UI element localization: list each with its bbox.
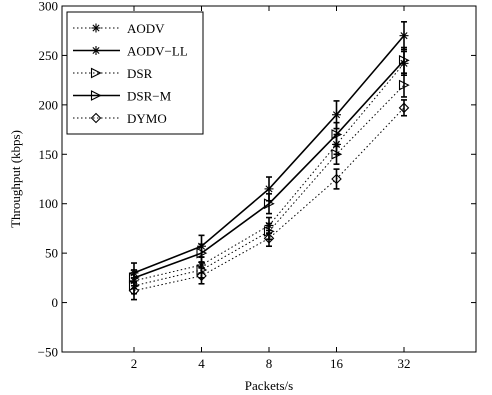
data-point — [399, 31, 409, 41]
y-axis-label: Throughput (kbps) — [8, 130, 23, 228]
data-point — [398, 102, 410, 114]
axis-ticks: −50 0 50 100 150 200 250 300 2 4 8 16 32 — [38, 0, 476, 371]
series-line — [133, 107, 405, 292]
x-tick-label: 16 — [330, 356, 344, 371]
data-point — [331, 148, 343, 160]
error-bar — [401, 46, 407, 75]
data-point — [332, 110, 341, 120]
legend-label: DSR — [127, 66, 153, 81]
y-tick-label: 100 — [39, 196, 59, 211]
y-tick-label: 300 — [39, 0, 59, 14]
legend-marker — [90, 67, 102, 79]
legend-marker — [90, 112, 102, 124]
series-line — [133, 63, 405, 282]
legend-item: DSR — [73, 66, 153, 81]
series-4 — [128, 46, 410, 287]
y-tick-label: 0 — [52, 295, 59, 310]
data-point — [263, 198, 275, 210]
error-bar — [198, 243, 205, 263]
data-point — [128, 285, 140, 296]
error-bar — [333, 168, 340, 190]
data-point — [331, 129, 343, 140]
error-bar — [266, 193, 272, 215]
error-bar — [333, 121, 340, 148]
legend-marker — [91, 23, 101, 33]
legend-label: DYMO — [127, 111, 167, 126]
y-tick-label: 200 — [39, 97, 59, 112]
legend-marker — [91, 46, 101, 55]
x-tick-label: 8 — [266, 356, 273, 371]
legend-label: AODV−LL — [127, 44, 188, 59]
legend-label: DSR−M — [127, 89, 172, 104]
data-point — [263, 233, 275, 244]
y-tick-label: 150 — [39, 147, 59, 162]
legend-item: AODV — [73, 21, 165, 36]
data-point — [264, 184, 274, 194]
error-bar — [131, 281, 137, 301]
data-point — [398, 79, 410, 91]
legend: AODV AODV−LL DSR DSR−M DYMO — [66, 11, 204, 135]
y-tick-label: 250 — [39, 48, 59, 63]
data-point — [398, 54, 410, 66]
data-point — [196, 270, 207, 282]
x-tick-label: 4 — [198, 356, 205, 371]
legend-item: AODV−LL — [73, 44, 188, 59]
data-point — [128, 272, 140, 284]
legend-item: DYMO — [73, 111, 167, 126]
data-point — [331, 173, 342, 185]
x-axis-label: Packets/s — [245, 378, 293, 393]
y-tick-label: −50 — [38, 345, 58, 360]
series-5 — [128, 99, 410, 301]
legend-marker — [90, 90, 102, 101]
y-tick-label: 50 — [45, 246, 58, 261]
legend-label: AODV — [127, 21, 165, 36]
x-tick-label: 2 — [131, 356, 138, 371]
data-point — [196, 247, 208, 259]
series-layer — [128, 21, 410, 301]
legend-item: DSR−M — [73, 89, 172, 104]
x-tick-label: 32 — [398, 356, 411, 371]
